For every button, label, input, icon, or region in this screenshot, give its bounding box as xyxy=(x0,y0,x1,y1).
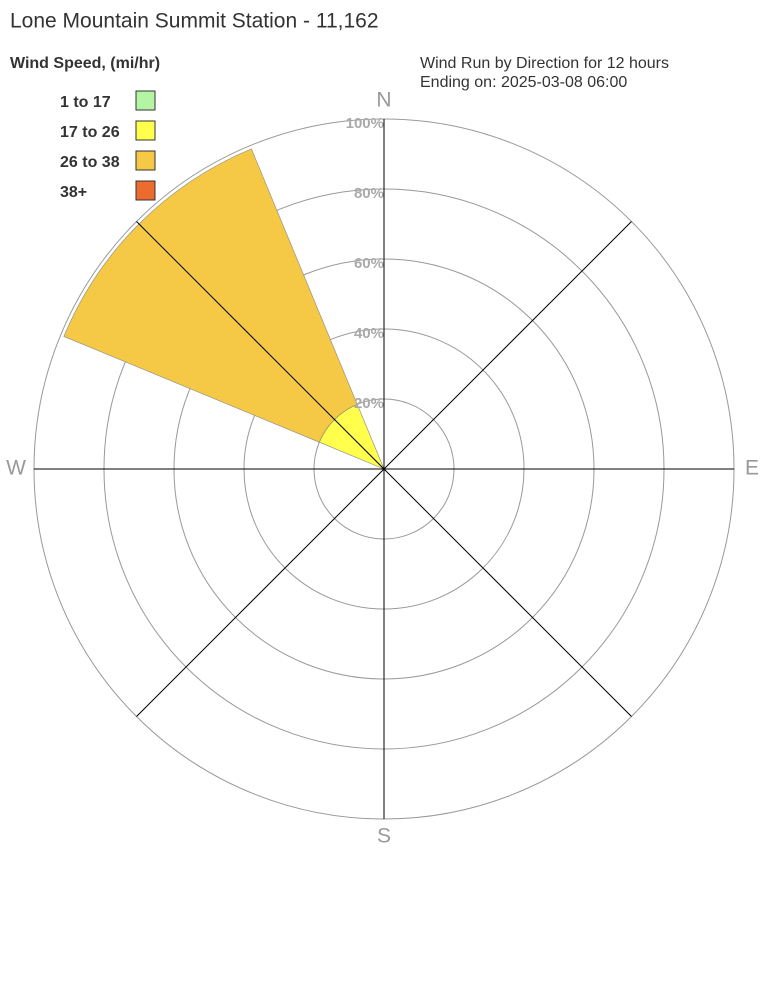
direction-label: E xyxy=(745,457,759,480)
r-tick-label: 60% xyxy=(354,255,384,272)
spoke xyxy=(383,468,632,717)
legend-swatch xyxy=(135,90,156,111)
subtitle: Ending on: 2025-03-08 06:00 xyxy=(420,74,627,91)
spoke xyxy=(136,468,385,717)
legend-label: 38+ xyxy=(60,184,87,201)
r-tick-label: 20% xyxy=(354,395,384,412)
chart-title: Lone Mountain Summit Station - 11,162 xyxy=(10,10,379,33)
direction-label: N xyxy=(376,89,391,112)
r-tick-label: 40% xyxy=(354,325,384,342)
direction-label: S xyxy=(377,825,391,848)
legend-label: 26 to 38 xyxy=(60,154,120,171)
r-tick-label: 100% xyxy=(346,115,384,132)
subtitle: Wind Run by Direction for 12 hours xyxy=(420,55,669,72)
spoke xyxy=(383,221,632,470)
legend-title: Wind Speed, (mi/hr) xyxy=(10,55,160,72)
direction-label: W xyxy=(6,457,26,480)
legend-label: 17 to 26 xyxy=(60,124,120,141)
legend-swatch xyxy=(135,150,156,171)
legend-swatch xyxy=(135,120,156,141)
r-tick-label: 80% xyxy=(354,185,384,202)
legend-label: 1 to 17 xyxy=(60,94,111,111)
legend-swatch xyxy=(135,180,156,201)
spoke xyxy=(136,221,385,470)
